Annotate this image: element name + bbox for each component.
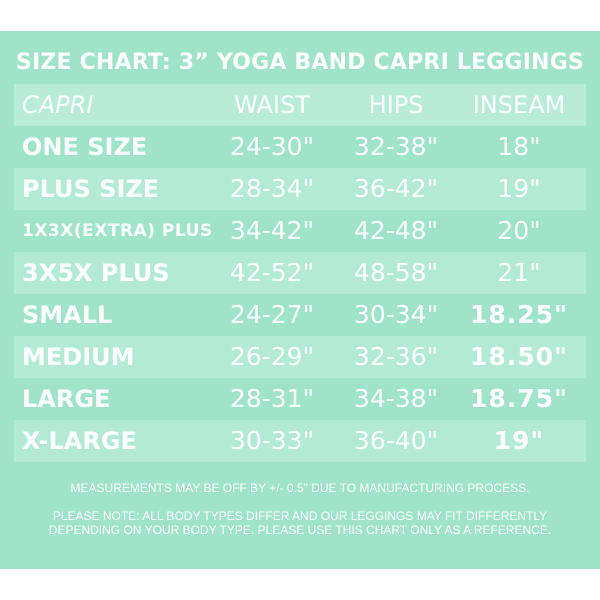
size-name: LARGE: [22, 385, 111, 413]
waist-value: 24-30": [229, 132, 315, 161]
size-name: MEDIUM: [22, 343, 135, 371]
hips-value: 42-48": [353, 216, 439, 245]
header-inseam: INSEAM: [472, 91, 566, 119]
waist-value: 28-34": [229, 174, 315, 203]
table-row: X-LARGE 30-33" 36-40" 19": [14, 420, 586, 462]
table-row: LARGE 28-31" 34-38" 18.75": [14, 378, 586, 420]
waist-value: 26-29": [229, 342, 315, 371]
size-name: 1X3X(EXTRA) PLUS: [22, 221, 213, 241]
table-row: MEDIUM 26-29" 32-36" 18.50": [14, 336, 586, 378]
hips-value: 36-42": [353, 174, 439, 203]
inseam-value: 19": [497, 174, 541, 203]
hips-value: 32-36": [353, 342, 439, 371]
table-row: ONE SIZE 24-30" 32-38" 18": [14, 126, 586, 168]
size-name: 3X5X PLUS: [22, 259, 170, 287]
waist-value: 34-42": [229, 216, 315, 245]
table-row: 1X3X(EXTRA) PLUS 34-42" 42-48" 20": [14, 210, 586, 252]
inseam-value: 21": [497, 258, 541, 287]
size-name: ONE SIZE: [22, 133, 148, 161]
hips-value: 48-58": [353, 258, 439, 287]
table-row: SMALL 24-27" 30-34" 18.25": [14, 294, 586, 336]
waist-value: 42-52": [229, 258, 315, 287]
header-waist: WAIST: [234, 91, 310, 119]
inseam-value: 18.25": [469, 300, 569, 329]
size-table: CAPRI WAIST HIPS INSEAM ONE SIZE 24-30" …: [14, 84, 586, 462]
size-name: PLUS SIZE: [22, 175, 160, 203]
hips-value: 36-40": [353, 426, 439, 455]
size-name: X-LARGE: [22, 427, 137, 455]
hips-value: 30-34": [353, 300, 439, 329]
inseam-value: 20": [497, 216, 541, 245]
waist-value: 30-33": [229, 426, 315, 455]
table-row: PLUS SIZE 28-34" 36-42" 19": [14, 168, 586, 210]
size-name: SMALL: [22, 301, 113, 329]
inseam-value: 18.50": [469, 342, 569, 371]
measurement-note: MEASUREMENTS MAY BE OFF BY +/- 0.5" DUE …: [70, 481, 530, 495]
chart-title: SIZE CHART: 3” YOGA BAND CAPRI LEGGINGS: [15, 50, 585, 75]
waist-value: 28-31": [229, 384, 315, 413]
hips-value: 34-38": [353, 384, 439, 413]
hips-value: 32-38": [353, 132, 439, 161]
table-row: 3X5X PLUS 42-52" 48-58" 21": [14, 252, 586, 294]
table-header-row: CAPRI WAIST HIPS INSEAM: [14, 84, 586, 126]
header-capri: CAPRI: [22, 91, 94, 119]
inseam-value: 18": [497, 132, 541, 161]
inseam-value: 18.75": [469, 384, 569, 413]
waist-value: 24-27": [229, 300, 315, 329]
inseam-value: 19": [493, 426, 545, 455]
header-hips: HIPS: [368, 91, 424, 119]
disclaimer-note: PLEASE NOTE: ALL BODY TYPES DIFFER AND O…: [48, 509, 552, 537]
